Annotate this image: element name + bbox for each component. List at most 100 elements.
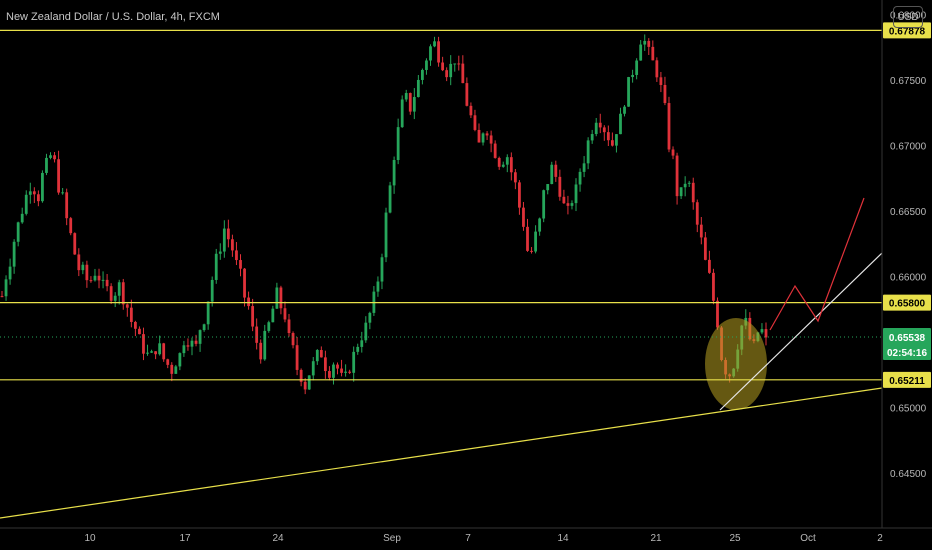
candle-body — [121, 282, 125, 305]
channel-trendline[interactable] — [719, 252, 883, 411]
candle-body — [530, 250, 533, 252]
candle-body — [441, 62, 445, 71]
highlight-ellipse — [705, 318, 767, 410]
candle-body — [360, 340, 364, 347]
candle-body — [113, 295, 117, 301]
current-price-tag: 0.65538 — [889, 333, 926, 344]
candle-body — [93, 275, 97, 281]
candle-body — [493, 143, 497, 158]
candle-body — [129, 307, 133, 322]
candle-body — [8, 266, 12, 280]
candle-body — [323, 357, 327, 372]
candle-body — [602, 127, 606, 133]
candle-body — [404, 93, 408, 100]
candle-body — [691, 182, 695, 203]
candle-body — [687, 182, 691, 184]
candle-body — [647, 40, 651, 47]
candle-body — [497, 157, 501, 167]
candle-body — [231, 239, 234, 251]
candle-body — [235, 250, 238, 261]
candle-body — [469, 105, 473, 116]
candle-body — [154, 351, 158, 355]
candle-body — [69, 218, 73, 234]
candle-body — [679, 187, 683, 197]
candle-body — [667, 103, 671, 150]
candle-body — [166, 359, 170, 365]
candle-body — [590, 134, 594, 141]
candle-body — [20, 213, 24, 223]
price-tick-label: 0.66500 — [890, 207, 927, 218]
candle-body — [505, 157, 509, 165]
candle-body — [453, 63, 457, 65]
candle-body — [12, 241, 16, 267]
candle-body — [578, 171, 582, 185]
chart-title: New Zealand Dollar / U.S. Dollar, 4h, FX… — [6, 11, 220, 23]
candle-body — [433, 41, 436, 47]
time-tick-label: Oct — [800, 533, 816, 544]
candle-body — [65, 192, 69, 219]
candle-body — [615, 134, 618, 146]
price-axis[interactable]: 0.68000 0.67500 0.67000 0.66500 0.66000 0.655… — [881, 0, 932, 550]
candle-body — [81, 264, 85, 271]
candle-body — [178, 353, 182, 367]
candle-body — [412, 97, 416, 112]
candle-body — [174, 366, 178, 374]
candle-body — [4, 279, 8, 297]
candle-body — [566, 203, 570, 206]
candle-body — [186, 345, 190, 347]
currency-button[interactable]: USD — [893, 6, 923, 28]
price-tick-label: 0.67000 — [890, 141, 927, 152]
candle-body — [45, 157, 48, 173]
candle-body — [336, 364, 339, 369]
candle-body — [243, 268, 246, 298]
candle-body — [303, 381, 307, 390]
time-axis[interactable]: 10 17 24 Sep 7 14 21 25 Oct 2 — [0, 527, 932, 544]
candle-body — [663, 85, 667, 104]
candle-body — [226, 228, 230, 240]
candle-body — [639, 44, 643, 61]
bar-countdown: 02:54:16 — [887, 348, 927, 359]
candle-body — [384, 212, 388, 258]
candle-body — [465, 83, 469, 106]
candle-body — [239, 260, 242, 269]
candle-body — [263, 330, 267, 360]
time-tick-label: 24 — [272, 533, 284, 544]
candle-body — [445, 70, 449, 78]
candle-body — [125, 304, 129, 308]
candle-body — [610, 140, 614, 146]
candle-body — [598, 122, 602, 128]
candle-body — [703, 237, 707, 260]
candle-body — [380, 257, 384, 282]
level-tag-bg — [883, 294, 931, 311]
candle-body — [683, 183, 687, 188]
price-tick-label: 0.66000 — [890, 272, 927, 283]
candle-body — [101, 279, 105, 281]
time-tick-label: 7 — [465, 533, 471, 544]
candle-body — [271, 308, 275, 323]
candle-body — [146, 352, 149, 354]
candle-body — [49, 155, 52, 158]
candle-body — [522, 207, 525, 227]
candlestick-series — [0, 34, 768, 395]
rising-trendline[interactable] — [0, 387, 883, 519]
candle-body — [473, 115, 477, 130]
level-tag-bg — [883, 371, 931, 388]
candle-body — [32, 191, 36, 195]
candle-body — [287, 319, 291, 334]
projected-path[interactable] — [769, 197, 865, 331]
candle-body — [109, 286, 113, 301]
candle-body — [311, 361, 315, 376]
candle-body — [594, 122, 598, 135]
price-tick-label: 0.64500 — [890, 469, 927, 480]
candle-body — [631, 74, 635, 78]
candle-body — [518, 182, 521, 208]
candle-body — [671, 149, 675, 156]
candle-body — [279, 287, 283, 309]
candle-body — [708, 259, 711, 273]
candle-body — [142, 334, 145, 354]
candle-body — [283, 308, 287, 320]
candle-body — [574, 184, 578, 204]
time-tick-label: 2 — [877, 533, 883, 544]
candle-body — [158, 343, 162, 355]
